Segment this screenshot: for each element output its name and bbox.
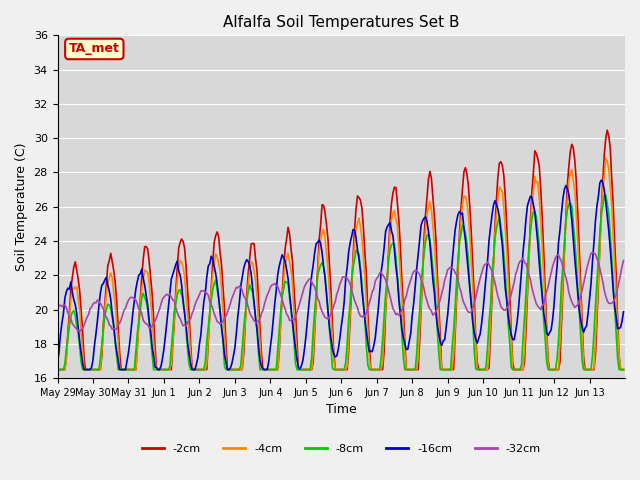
-2cm — [345, 348, 353, 354]
Line: -4cm: -4cm — [58, 158, 623, 370]
-16cm — [459, 210, 467, 216]
Y-axis label: Soil Temperature (C): Soil Temperature (C) — [15, 143, 28, 271]
-32cm — [459, 296, 467, 301]
-32cm — [74, 328, 82, 334]
-16cm — [54, 360, 61, 365]
-32cm — [92, 300, 100, 306]
Line: -16cm: -16cm — [58, 180, 623, 370]
-8cm — [345, 316, 353, 322]
Line: -32cm: -32cm — [58, 252, 623, 331]
-8cm — [541, 336, 549, 342]
-2cm — [73, 267, 81, 273]
-2cm — [457, 205, 465, 211]
-32cm — [618, 264, 626, 269]
-4cm — [602, 155, 610, 161]
Text: TA_met: TA_met — [69, 42, 120, 56]
-32cm — [543, 288, 550, 294]
-16cm — [598, 177, 605, 183]
Title: Alfalfa Soil Temperatures Set B: Alfalfa Soil Temperatures Set B — [223, 15, 460, 30]
-16cm — [92, 331, 100, 336]
-4cm — [617, 367, 625, 372]
-16cm — [346, 240, 354, 246]
-8cm — [73, 324, 81, 329]
-2cm — [620, 367, 627, 372]
X-axis label: Time: Time — [326, 403, 356, 417]
-32cm — [54, 304, 61, 310]
Legend: -2cm, -4cm, -8cm, -16cm, -32cm: -2cm, -4cm, -8cm, -16cm, -32cm — [138, 439, 545, 458]
-8cm — [620, 367, 627, 372]
-8cm — [457, 232, 465, 238]
-32cm — [346, 281, 354, 287]
-16cm — [618, 318, 626, 324]
-8cm — [91, 367, 99, 372]
-32cm — [620, 258, 627, 264]
-2cm — [617, 367, 625, 372]
Line: -2cm: -2cm — [58, 130, 623, 370]
-4cm — [457, 218, 465, 224]
-4cm — [73, 284, 81, 290]
-2cm — [541, 288, 549, 293]
-2cm — [54, 367, 61, 372]
-16cm — [620, 309, 627, 314]
-16cm — [80, 367, 88, 372]
-4cm — [91, 367, 99, 372]
-4cm — [345, 339, 353, 345]
-32cm — [589, 250, 596, 255]
-8cm — [617, 367, 625, 372]
-4cm — [620, 367, 627, 372]
-4cm — [54, 367, 61, 372]
-16cm — [543, 330, 550, 336]
Line: -8cm: -8cm — [58, 195, 623, 370]
-8cm — [602, 192, 610, 198]
-4cm — [541, 305, 549, 311]
-2cm — [604, 127, 611, 133]
-16cm — [73, 311, 81, 316]
-2cm — [91, 367, 99, 372]
-8cm — [54, 367, 61, 372]
-32cm — [73, 326, 81, 332]
